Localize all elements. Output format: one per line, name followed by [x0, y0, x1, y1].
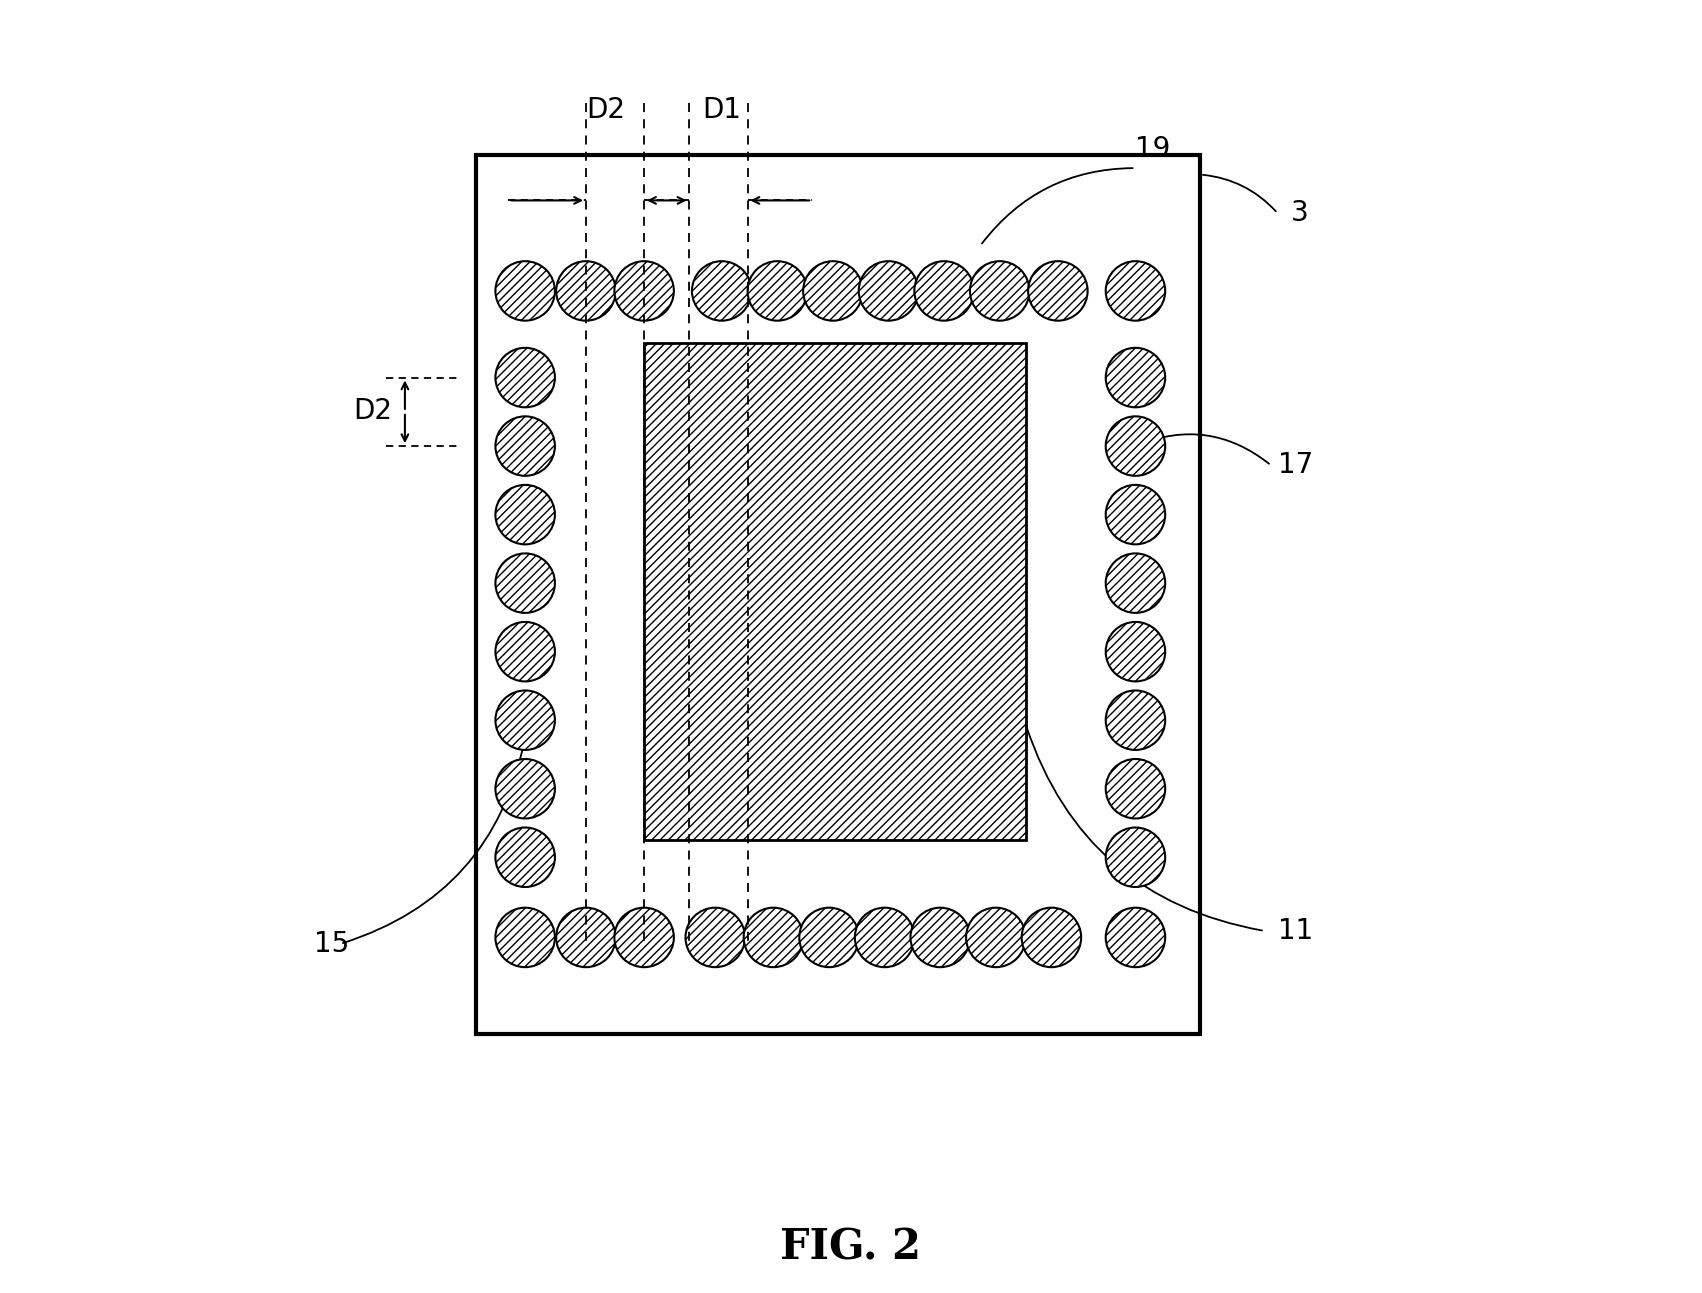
Circle shape	[495, 348, 555, 407]
Circle shape	[1106, 622, 1166, 681]
Text: D2: D2	[585, 96, 625, 124]
Text: 15: 15	[315, 930, 349, 958]
Circle shape	[1106, 690, 1166, 750]
Text: FIG. 2: FIG. 2	[781, 1227, 921, 1268]
Circle shape	[1106, 759, 1166, 818]
Circle shape	[495, 416, 555, 476]
Circle shape	[1106, 485, 1166, 544]
Bar	[643, 343, 1026, 840]
Text: 17: 17	[1278, 451, 1312, 480]
Circle shape	[911, 908, 970, 967]
Circle shape	[800, 908, 860, 967]
Circle shape	[1106, 908, 1166, 967]
Circle shape	[967, 908, 1026, 967]
Circle shape	[803, 261, 863, 321]
Circle shape	[1106, 416, 1166, 476]
Text: 3: 3	[1290, 199, 1309, 228]
Circle shape	[495, 828, 555, 887]
Circle shape	[970, 261, 1030, 321]
Circle shape	[686, 908, 745, 967]
Circle shape	[495, 261, 555, 321]
Circle shape	[693, 261, 752, 321]
Circle shape	[914, 261, 974, 321]
Circle shape	[860, 261, 919, 321]
Circle shape	[1106, 261, 1166, 321]
Bar	[477, 155, 1200, 1034]
Circle shape	[1106, 553, 1166, 613]
Circle shape	[495, 908, 555, 967]
Text: 19: 19	[1135, 134, 1171, 163]
Circle shape	[495, 622, 555, 681]
Circle shape	[1106, 348, 1166, 407]
Circle shape	[495, 553, 555, 613]
Circle shape	[557, 261, 616, 321]
Text: D2: D2	[352, 397, 391, 425]
Circle shape	[495, 485, 555, 544]
Text: 11: 11	[1278, 917, 1312, 945]
Circle shape	[1106, 828, 1166, 887]
Circle shape	[614, 261, 674, 321]
Circle shape	[747, 261, 807, 321]
Circle shape	[495, 759, 555, 818]
Circle shape	[1028, 261, 1088, 321]
Circle shape	[557, 908, 616, 967]
Circle shape	[744, 908, 803, 967]
Text: D1: D1	[703, 96, 740, 124]
Circle shape	[495, 690, 555, 750]
Circle shape	[854, 908, 914, 967]
Circle shape	[1021, 908, 1081, 967]
Circle shape	[614, 908, 674, 967]
